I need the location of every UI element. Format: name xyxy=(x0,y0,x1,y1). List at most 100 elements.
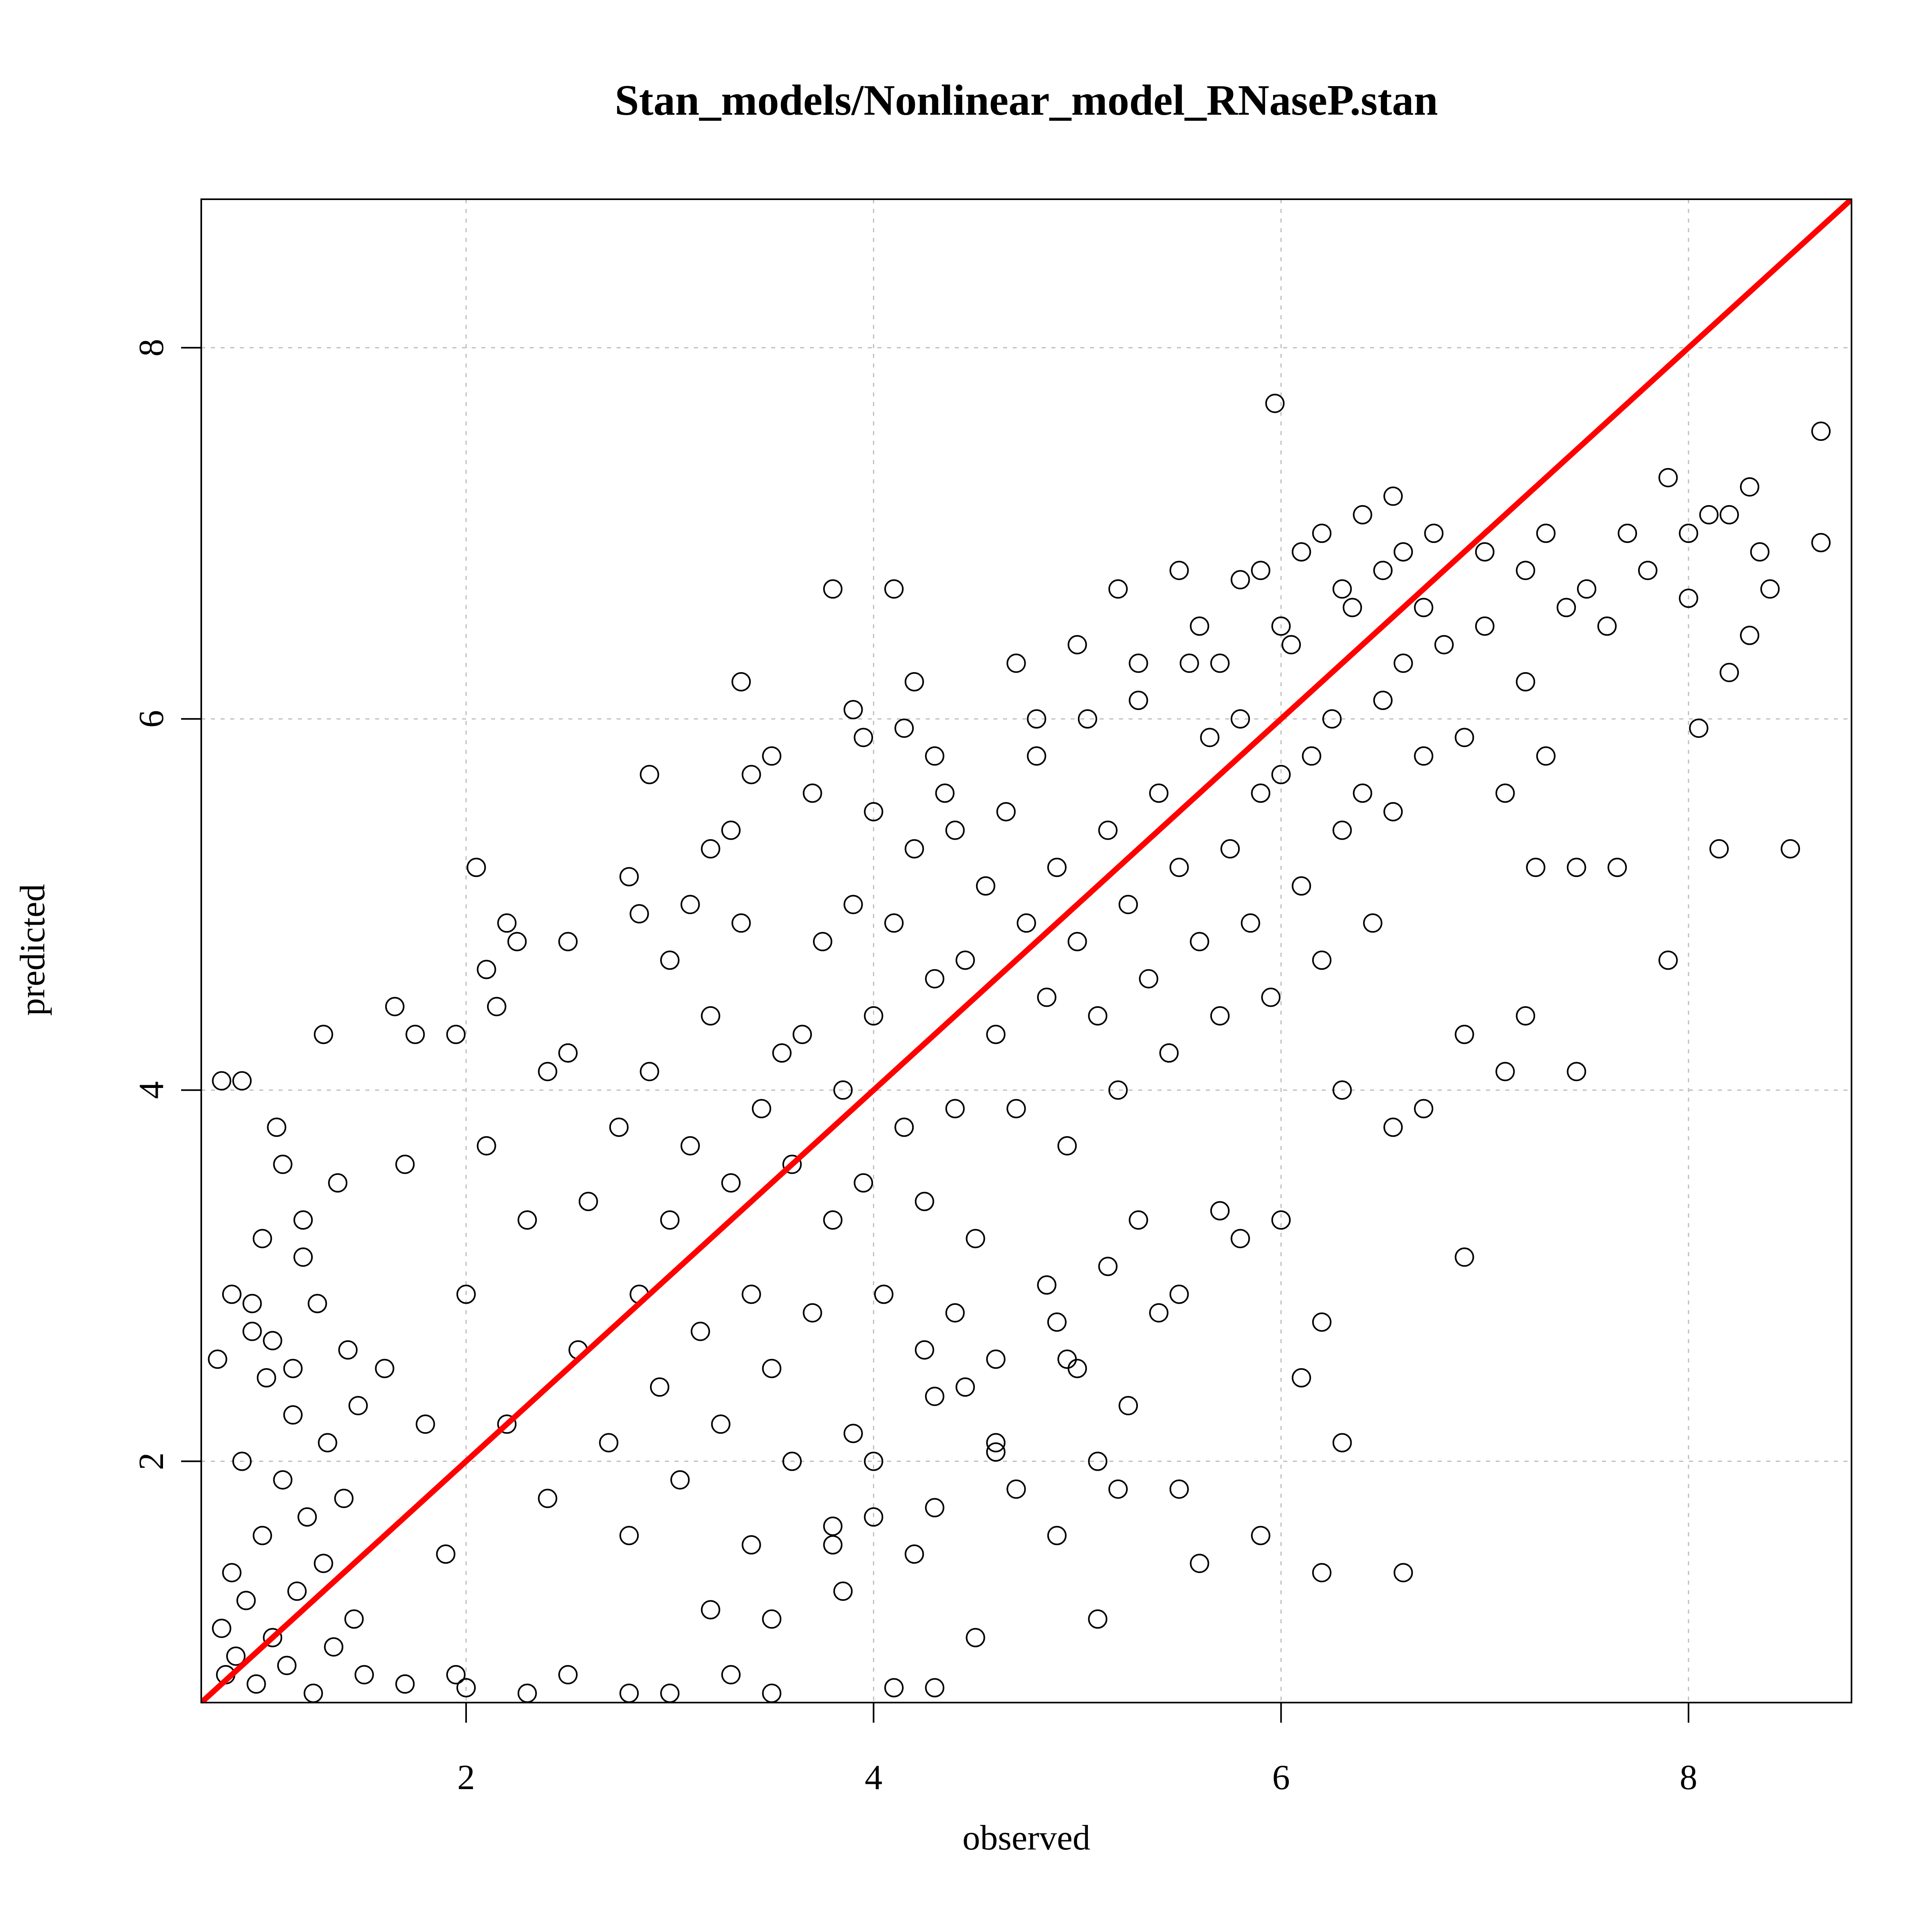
x-tick-label: 2 xyxy=(457,1758,475,1797)
data-point xyxy=(1098,1257,1118,1276)
data-point xyxy=(914,1192,934,1211)
data-point xyxy=(1516,561,1536,580)
data-point xyxy=(721,820,741,840)
data-point xyxy=(904,839,924,859)
data-point xyxy=(446,1665,466,1684)
data-point xyxy=(813,932,832,952)
data-point xyxy=(782,1451,802,1471)
data-point xyxy=(956,950,975,970)
data-point xyxy=(1556,598,1576,617)
data-point xyxy=(1434,635,1454,654)
data-point xyxy=(884,579,904,599)
data-point xyxy=(1363,913,1383,933)
data-point xyxy=(1210,1006,1230,1026)
data-point xyxy=(640,765,659,784)
data-point xyxy=(456,1678,476,1698)
grid-layer xyxy=(201,199,1852,1703)
data-point xyxy=(283,1405,303,1425)
data-point xyxy=(1689,718,1709,738)
data-point xyxy=(226,1646,246,1666)
data-point xyxy=(731,913,751,933)
data-point xyxy=(395,1154,415,1174)
data-point xyxy=(1516,1006,1536,1026)
data-point xyxy=(1638,561,1657,580)
data-point xyxy=(966,1628,985,1647)
data-point xyxy=(257,1368,276,1388)
data-point xyxy=(945,1099,965,1119)
data-point xyxy=(1353,783,1373,803)
data-point xyxy=(1658,950,1678,970)
data-point xyxy=(640,1062,659,1082)
data-point xyxy=(318,1433,337,1453)
data-point xyxy=(762,746,782,766)
y-axis-label: predicted xyxy=(13,884,52,1016)
data-point xyxy=(741,765,761,784)
data-point xyxy=(497,1414,517,1434)
data-point xyxy=(874,1284,894,1304)
data-point xyxy=(1536,746,1556,766)
data-point xyxy=(1383,486,1403,506)
data-point xyxy=(864,1507,883,1527)
data-point xyxy=(1200,728,1220,747)
data-point xyxy=(660,1210,680,1230)
data-point xyxy=(904,1544,924,1564)
data-point xyxy=(477,960,496,979)
data-point xyxy=(660,1683,680,1703)
data-point xyxy=(487,997,506,1016)
data-point xyxy=(823,1535,843,1555)
data-point xyxy=(1292,1368,1311,1388)
data-point xyxy=(385,997,405,1016)
data-point xyxy=(833,1581,853,1601)
data-point xyxy=(701,839,720,859)
data-point xyxy=(894,718,914,738)
data-point xyxy=(1292,876,1311,896)
data-point xyxy=(1077,709,1097,729)
data-point xyxy=(1129,1210,1148,1230)
data-point xyxy=(232,1451,252,1471)
data-point xyxy=(833,1080,853,1100)
data-point xyxy=(1455,1025,1474,1044)
data-point xyxy=(1455,1247,1474,1267)
data-point xyxy=(1230,570,1250,590)
data-point xyxy=(1261,987,1281,1007)
data-point xyxy=(1811,533,1831,553)
data-point xyxy=(242,1294,262,1313)
data-point xyxy=(864,802,883,822)
data-point xyxy=(1332,579,1352,599)
data-point xyxy=(1230,1229,1250,1249)
data-point xyxy=(1210,653,1230,673)
data-point xyxy=(1088,1006,1108,1026)
y-tick-label: 6 xyxy=(132,710,171,728)
data-point xyxy=(1536,524,1556,543)
data-point xyxy=(287,1581,307,1601)
y-axis: 2 4 6 8 xyxy=(132,339,201,1470)
data-point xyxy=(925,1678,945,1698)
data-point xyxy=(843,895,863,914)
data-point xyxy=(731,672,751,691)
data-point xyxy=(1607,858,1627,877)
data-point xyxy=(314,1025,333,1044)
data-point xyxy=(1373,561,1393,580)
data-point xyxy=(1424,524,1444,543)
data-point xyxy=(843,700,863,720)
plot-frame xyxy=(200,198,1852,1703)
data-point xyxy=(324,1637,343,1657)
data-point xyxy=(1322,709,1342,729)
data-point xyxy=(375,1359,394,1378)
data-point xyxy=(1760,579,1780,599)
data-point xyxy=(1312,524,1331,543)
data-point xyxy=(273,1470,293,1490)
data-point xyxy=(1119,1396,1138,1416)
data-point xyxy=(1067,932,1087,952)
data-point xyxy=(823,1210,843,1230)
data-point xyxy=(762,1609,782,1629)
x-tick-label: 6 xyxy=(1272,1758,1290,1797)
data-point xyxy=(538,1488,557,1508)
data-point xyxy=(1149,1303,1168,1323)
data-point xyxy=(711,1414,731,1434)
data-point xyxy=(1475,616,1494,636)
data-point xyxy=(1271,765,1291,784)
data-point xyxy=(996,802,1016,822)
